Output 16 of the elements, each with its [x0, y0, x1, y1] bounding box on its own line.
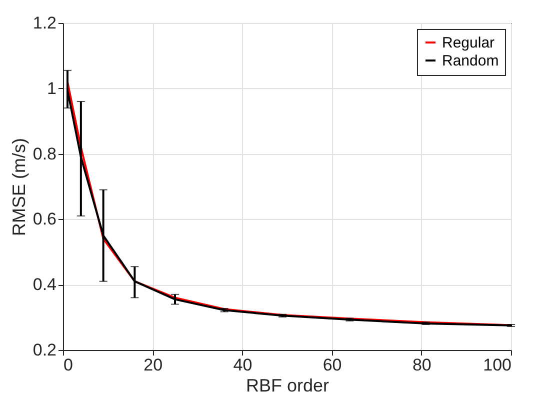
y-tick-label: 0.4 — [32, 275, 56, 294]
x-tick-label: 40 — [233, 356, 252, 374]
y-tick-label: 1.2 — [32, 14, 56, 32]
x-tick-label: 80 — [412, 356, 432, 374]
x-tick-label: 20 — [144, 356, 163, 374]
y-tick-label: 0.2 — [32, 340, 56, 360]
x-tick-label: 0 — [64, 356, 73, 374]
x-tick-label: 100 — [483, 356, 512, 374]
legend-label: Regular — [442, 34, 495, 52]
y-tick-label: 1 — [47, 78, 56, 98]
x-tick-label: 60 — [322, 356, 342, 374]
legend-label: Random — [442, 52, 499, 70]
y-tick-label: 0.8 — [32, 144, 56, 164]
y-tick-label: 0.6 — [32, 210, 56, 229]
x-axis-title: RBF order — [246, 376, 330, 396]
y-axis-title: RMSE (m/s) — [8, 138, 29, 236]
